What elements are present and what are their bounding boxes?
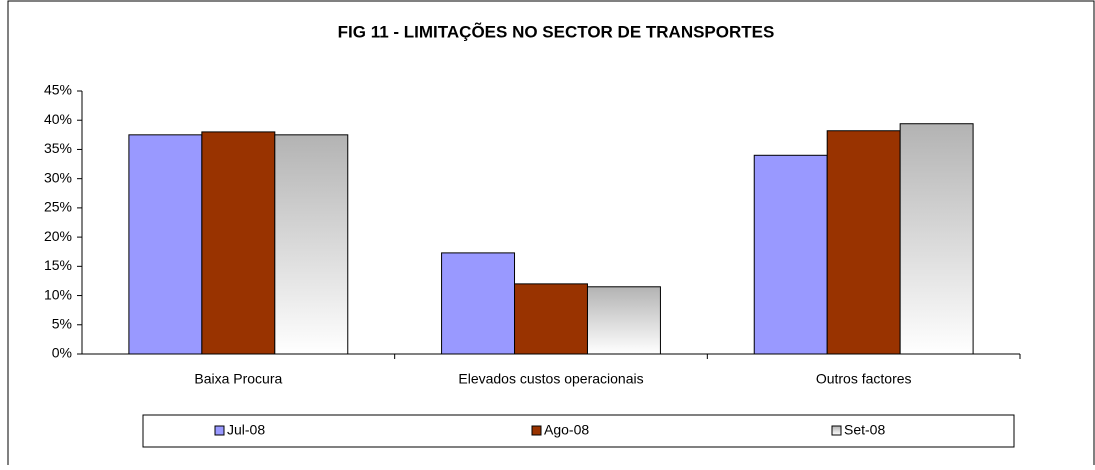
legend-label: Ago-08 bbox=[544, 422, 589, 438]
x-tick-label: Baixa Procura bbox=[194, 371, 282, 387]
y-tick-label: 10% bbox=[44, 286, 72, 302]
y-tick-label: 35% bbox=[44, 140, 72, 156]
bar bbox=[826, 130, 901, 355]
bar bbox=[274, 134, 349, 355]
legend-swatch bbox=[831, 425, 842, 436]
y-tick-label: 30% bbox=[44, 169, 72, 185]
bar bbox=[586, 286, 661, 355]
y-tick-label: 0% bbox=[52, 345, 72, 361]
y-tick-label: 25% bbox=[44, 199, 72, 215]
bar bbox=[899, 123, 974, 355]
legend-label: Jul-08 bbox=[227, 422, 265, 438]
bar bbox=[128, 134, 203, 355]
y-tick-label: 40% bbox=[44, 111, 72, 127]
y-tick-label: 15% bbox=[44, 257, 72, 273]
legend-label: Set-08 bbox=[844, 422, 885, 438]
legend-swatch bbox=[214, 425, 225, 436]
x-tick-label: Elevados custos operacionais bbox=[458, 371, 643, 387]
bar bbox=[753, 154, 828, 355]
bar bbox=[514, 283, 588, 355]
bar bbox=[441, 252, 516, 355]
y-tick-label: 45% bbox=[44, 82, 72, 98]
y-tick-label: 5% bbox=[52, 315, 72, 331]
y-tick-label: 20% bbox=[44, 228, 72, 244]
chart-title: FIG 11 - LIMITAÇÕES NO SECTOR DE TRANSPO… bbox=[338, 21, 775, 41]
legend-swatch bbox=[531, 425, 542, 436]
x-tick-label: Outros factores bbox=[816, 371, 912, 387]
legend-box bbox=[142, 414, 1015, 448]
bar bbox=[201, 131, 276, 355]
